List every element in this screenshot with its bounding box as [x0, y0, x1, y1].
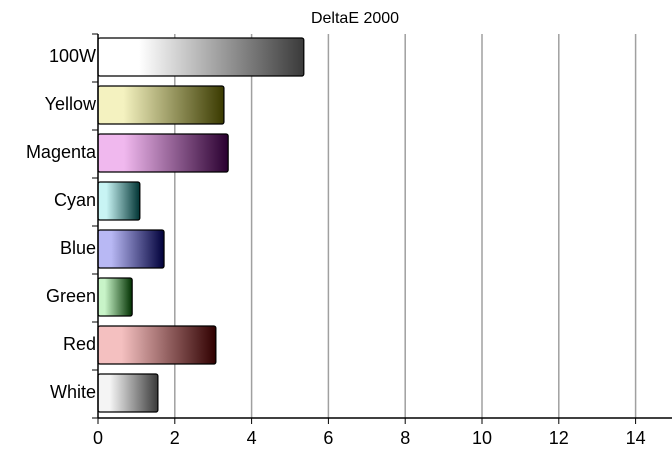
bar	[97, 85, 225, 125]
bar	[97, 133, 229, 173]
bar	[97, 277, 133, 317]
bar	[97, 37, 305, 77]
x-tick-label: 2	[170, 428, 180, 448]
bar	[97, 373, 159, 413]
bar	[97, 325, 217, 365]
y-tick-label: Yellow	[45, 94, 97, 114]
x-tick-label: 12	[549, 428, 569, 448]
x-tick-label: 6	[323, 428, 333, 448]
x-tick-label: 0	[93, 428, 103, 448]
y-tick-label: Blue	[60, 238, 96, 258]
bar	[97, 181, 141, 221]
y-tick-label: Magenta	[26, 142, 97, 162]
y-tick-label: White	[50, 382, 96, 402]
y-tick-label: Green	[46, 286, 96, 306]
x-tick-label: 4	[247, 428, 257, 448]
x-tick-label: 8	[400, 428, 410, 448]
y-tick-label: Red	[63, 334, 96, 354]
x-tick-label: 14	[626, 428, 646, 448]
y-tick-label: 100W	[49, 46, 96, 66]
chart-title: DeltaE 2000	[311, 10, 399, 27]
bar	[97, 229, 165, 269]
y-tick-label: Cyan	[54, 190, 96, 210]
x-tick-label: 10	[472, 428, 492, 448]
